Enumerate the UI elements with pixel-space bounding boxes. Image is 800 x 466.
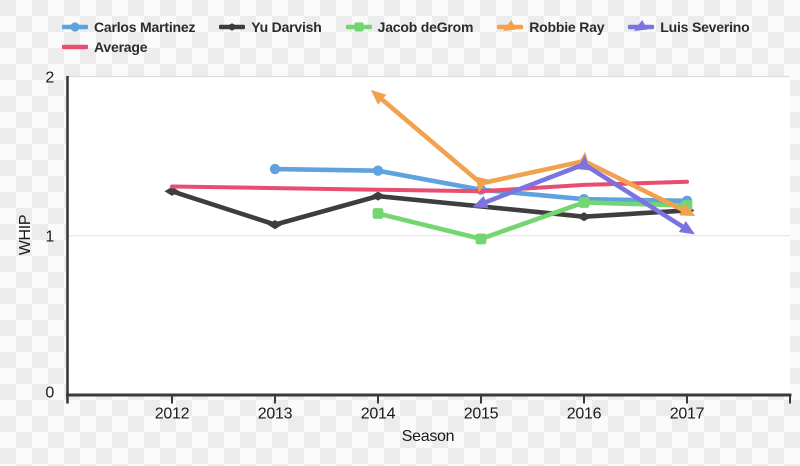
series-luis-severino: [472, 154, 696, 235]
series-line-jacob-degrom: [375, 200, 690, 242]
series-robbie-ray: [370, 89, 696, 217]
legend-item-label: Robbie Ray: [529, 19, 605, 35]
marker-arrow-icon: [576, 154, 590, 171]
y-tick-label: 0: [45, 385, 54, 402]
marker-diamond-icon: [267, 220, 283, 230]
legend-item-average[interactable]: Average: [62, 37, 148, 57]
x-tick-label: 2014: [361, 406, 396, 423]
marker-circle-icon: [372, 165, 384, 176]
x-tick-label: 2017: [670, 406, 705, 423]
y-tick-label: 2: [45, 70, 54, 87]
luis-severino-legend-icon: [628, 19, 655, 35]
marker-square-icon: [475, 233, 487, 245]
average-legend-icon: [62, 39, 88, 55]
carlos-martinez-legend-icon: [62, 19, 88, 35]
jacob-degrom-legend-icon: [345, 19, 372, 35]
marker-arrow-icon: [679, 203, 696, 217]
series-average: [170, 179, 689, 194]
x-tick-label: 2016: [567, 406, 602, 423]
x-axis-title: Season: [401, 428, 455, 445]
y-tick-label: 1: [45, 228, 54, 245]
chart-legend: Carlos Martinez Yu Darvish Jacob deGrom Rob…: [62, 17, 782, 57]
marker-diamond-icon: [370, 191, 386, 201]
x-tick-label: 2012: [155, 406, 190, 423]
legend-item-label: Yu Darvish: [251, 19, 322, 35]
legend-item-label: Carlos Martinez: [94, 19, 196, 35]
legend-item-yu-darvish[interactable]: Yu Darvish: [219, 17, 322, 37]
legend-item-jacob-degrom[interactable]: Jacob deGrom: [345, 17, 474, 37]
series-line-average: [170, 179, 689, 194]
marker-diamond-icon: [164, 186, 180, 196]
legend-item-label: Jacob deGrom: [377, 19, 474, 35]
legend-item-label: Average: [94, 39, 148, 55]
x-tick-label: 2013: [258, 406, 293, 423]
marker-arrow-icon: [476, 176, 489, 193]
series-line-robbie-ray: [375, 93, 690, 215]
marker-arrow-icon: [678, 220, 696, 235]
marker-square-icon: [578, 197, 590, 208]
robbie-ray-legend-icon: [497, 19, 524, 35]
legend-item-carlos-martinez[interactable]: Carlos Martinez: [62, 17, 195, 37]
marker-arrow-icon: [370, 89, 387, 105]
marker-arrow-icon: [472, 195, 489, 209]
y-axis-title: WHIP: [17, 214, 34, 256]
yu-darvish-legend-icon: [219, 19, 246, 35]
legend-item-robbie-ray[interactable]: Robbie Ray: [497, 17, 604, 37]
marker-circle-icon: [269, 163, 281, 175]
marker-diamond-icon: [576, 212, 592, 222]
legend-item-luis-severino[interactable]: Luis Severino: [628, 17, 750, 37]
marker-square-icon: [372, 208, 384, 219]
x-tick-label: 2015: [464, 406, 499, 423]
legend-item-label: Luis Severino: [660, 19, 750, 35]
